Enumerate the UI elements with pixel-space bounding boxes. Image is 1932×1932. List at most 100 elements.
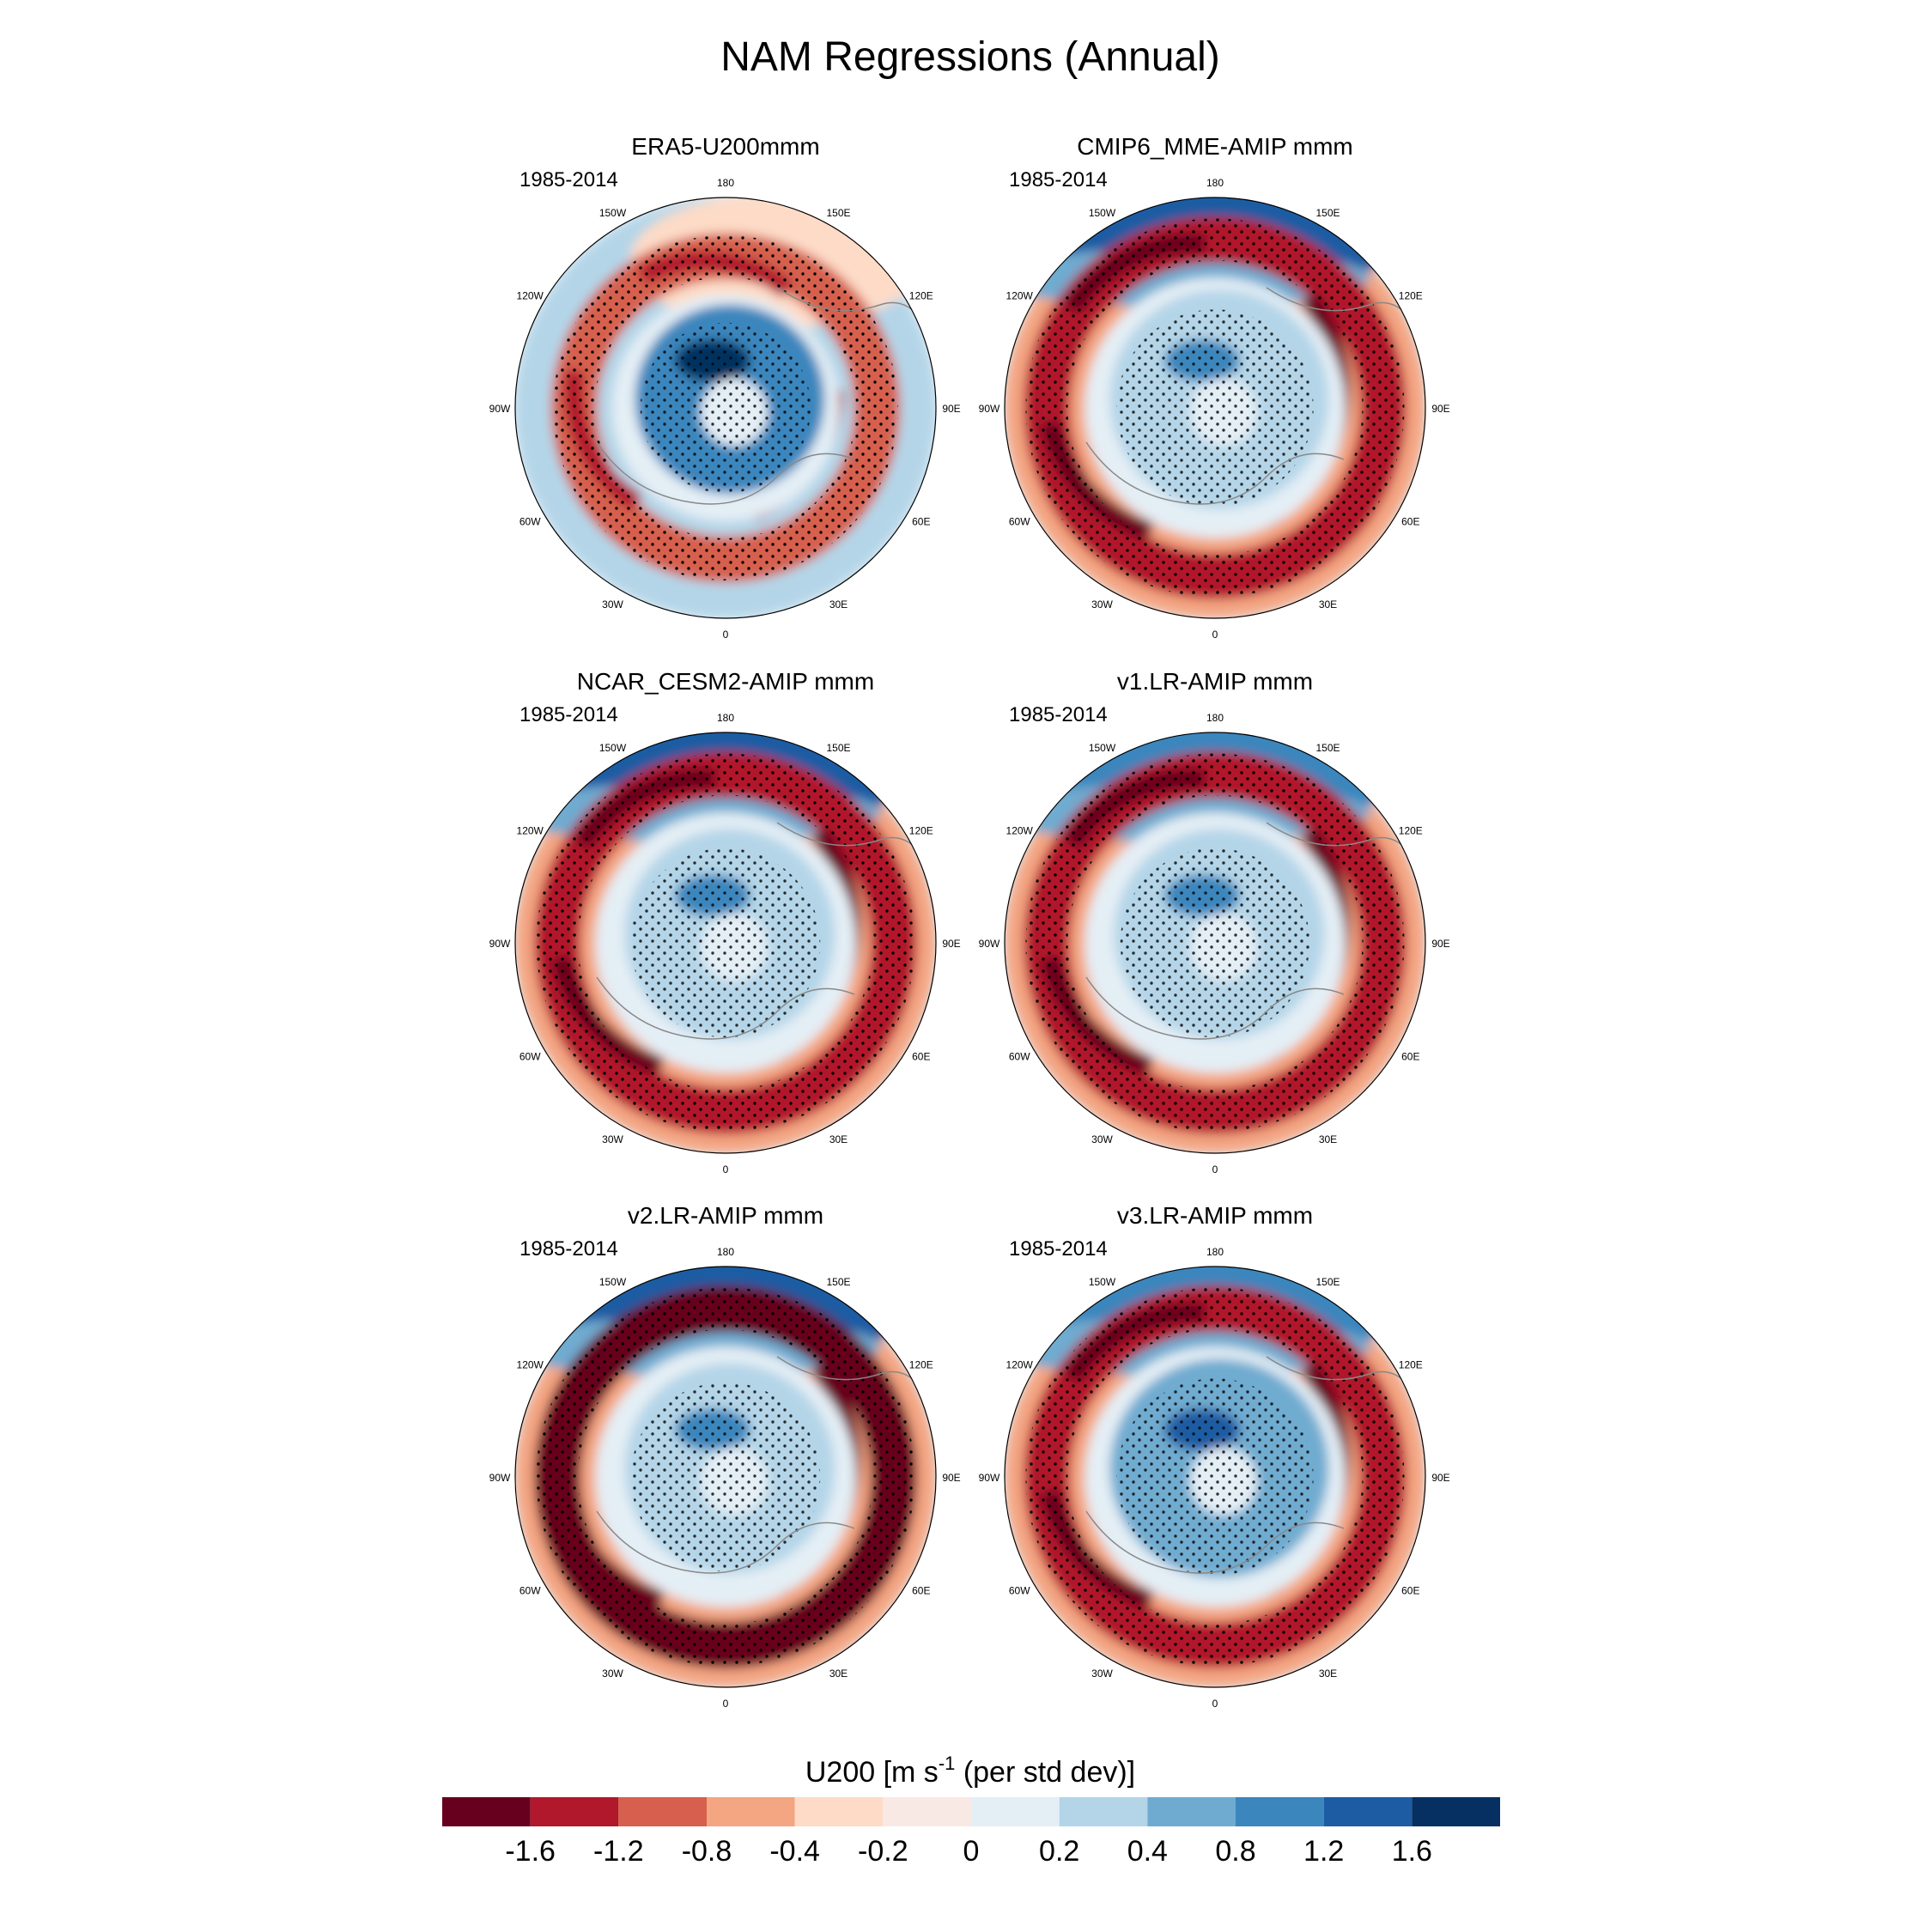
- panel-period: 1985-2014: [1009, 1237, 1108, 1261]
- longitude-label: 90E: [1431, 403, 1449, 415]
- stippling-core: [640, 322, 811, 494]
- colorbar-title-main: U200 [m s: [805, 1756, 939, 1789]
- longitude-label: 0: [1212, 1698, 1218, 1710]
- map-panel: 180 150E 120E 90E 60E 30E 0 30W 60W 90W 120W 150W NC…: [489, 668, 961, 1176]
- longitude-label: 120E: [909, 290, 933, 302]
- coastline: [1266, 287, 1413, 323]
- map-border: [1004, 197, 1426, 619]
- longitude-label: 120E: [1399, 825, 1423, 837]
- longitude-label: 30E: [829, 1668, 848, 1680]
- longitude-label: 0: [1212, 629, 1218, 641]
- longitude-label: 150E: [826, 207, 850, 219]
- longitude-label: 60W: [1009, 516, 1030, 528]
- longitude-label: 30W: [602, 598, 623, 611]
- coastline: [776, 822, 924, 858]
- longitude-label: 30W: [602, 1133, 623, 1145]
- longitude-label: 120W: [517, 825, 544, 837]
- longitude-label: 150E: [1315, 1276, 1340, 1288]
- stippling-ring: [553, 235, 898, 580]
- longitude-label: 30W: [602, 1668, 623, 1680]
- map-border: [1004, 732, 1426, 1154]
- coastline: [776, 287, 924, 323]
- longitude-label: 60W: [519, 516, 541, 528]
- colorbar-tick-label: 0.2: [1039, 1835, 1079, 1868]
- colorbar-title-tail: (per std dev)]: [955, 1756, 1135, 1789]
- panels: 180 150E 120E 90E 60E 30E 0 30W 60W 90W 120W 150W ER…: [489, 133, 1450, 1710]
- longitude-label: 120W: [517, 290, 544, 302]
- stippling-ring: [1025, 1287, 1405, 1667]
- colorbar: U200 [m s-1 (per std dev)] -1.6 -1.2 -0.8-…: [442, 1753, 1500, 1868]
- colorbar-box: [442, 1797, 531, 1826]
- longitude-label: 60E: [1401, 516, 1419, 528]
- map-border: [514, 1266, 937, 1688]
- longitude-label: 90W: [979, 938, 1000, 950]
- longitude-label: 90E: [942, 1472, 960, 1484]
- colorbar-tick-label: -1.6: [505, 1835, 556, 1868]
- longitude-label: 120E: [909, 1359, 933, 1371]
- panel-period: 1985-2014: [519, 168, 618, 191]
- longitude-label: 90E: [942, 403, 960, 415]
- map-panel: 180 150E 120E 90E 60E 30E 0 30W 60W 90W 120W 150W v2…: [489, 1202, 961, 1710]
- longitude-label: 90E: [942, 938, 960, 950]
- longitude-label: 0: [723, 629, 729, 641]
- longitude-label: 60E: [912, 1051, 930, 1063]
- stippling-ring: [1025, 218, 1405, 598]
- longitude-label: 60W: [519, 1051, 541, 1063]
- longitude-label: 120W: [1006, 825, 1034, 837]
- colorbar-box: [1059, 1797, 1148, 1826]
- longitude-label: 30W: [1091, 1668, 1113, 1680]
- colorbar-boxes: [442, 1797, 1500, 1826]
- longitude-label: 90E: [1431, 938, 1449, 950]
- colorbar-title: U200 [m s-1 (per std dev)]: [805, 1753, 1135, 1789]
- map-field: [515, 197, 936, 618]
- stippling-core: [1120, 848, 1310, 1038]
- panel-title: v1.LR-AMIP mmm: [1117, 668, 1313, 695]
- stippling-core: [1116, 1378, 1314, 1576]
- longitude-label: 150W: [599, 207, 627, 219]
- colorbar-tick-label: 0.8: [1215, 1835, 1255, 1868]
- longitude-label: 150W: [599, 1276, 627, 1288]
- map-border: [1004, 1266, 1426, 1688]
- panel-title: v3.LR-AMIP mmm: [1117, 1202, 1313, 1229]
- map-panel: 180 150E 120E 90E 60E 30E 0 30W 60W 90W 120W 150W v1…: [979, 668, 1450, 1176]
- longitude-label: 90W: [489, 938, 511, 950]
- longitude-label: 60W: [1009, 1585, 1030, 1597]
- longitude-label: 150E: [826, 1276, 850, 1288]
- colorbar-box: [883, 1797, 971, 1826]
- colorbar-tick-label: -0.2: [858, 1835, 908, 1868]
- panel-title: NCAR_CESM2-AMIP mmm: [577, 668, 874, 695]
- map-field: [1005, 1267, 1425, 1687]
- longitude-label: 120W: [517, 1359, 544, 1371]
- panel-title: CMIP6_MME-AMIP mmm: [1077, 133, 1353, 160]
- longitude-label: 30E: [1319, 598, 1337, 611]
- panel-period: 1985-2014: [519, 1237, 618, 1261]
- longitude-label: 180: [717, 1246, 734, 1258]
- stippling-ring: [536, 1287, 915, 1667]
- figure-title: NAM Regressions (Annual): [720, 34, 1220, 80]
- colorbar-box: [618, 1797, 707, 1826]
- colorbar-tick-label: -1.2: [593, 1835, 644, 1868]
- map-field: [1005, 197, 1425, 618]
- colorbar-tick-label: -0.4: [769, 1835, 820, 1868]
- longitude-label: 60W: [1009, 1051, 1030, 1063]
- longitude-label: 90W: [489, 403, 511, 415]
- map-border: [514, 732, 937, 1154]
- colorbar-box: [794, 1797, 884, 1826]
- colorbar-box: [707, 1797, 795, 1826]
- longitude-label: 150E: [1315, 207, 1340, 219]
- stippling-ring: [1025, 753, 1405, 1133]
- longitude-label: 0: [1212, 1163, 1218, 1176]
- coastline: [1085, 441, 1345, 505]
- longitude-label: 0: [723, 1698, 729, 1710]
- coastline: [1266, 822, 1413, 858]
- longitude-label: 120E: [909, 825, 933, 837]
- coastline: [1266, 1356, 1413, 1392]
- colorbar-box: [1236, 1797, 1324, 1826]
- colorbar-tick-label: 0.4: [1127, 1835, 1168, 1868]
- longitude-label: 180: [1206, 1246, 1224, 1258]
- panel-period: 1985-2014: [1009, 168, 1108, 191]
- coastline: [1085, 1510, 1345, 1574]
- coastline: [596, 1510, 855, 1574]
- longitude-label: 60W: [519, 1585, 541, 1597]
